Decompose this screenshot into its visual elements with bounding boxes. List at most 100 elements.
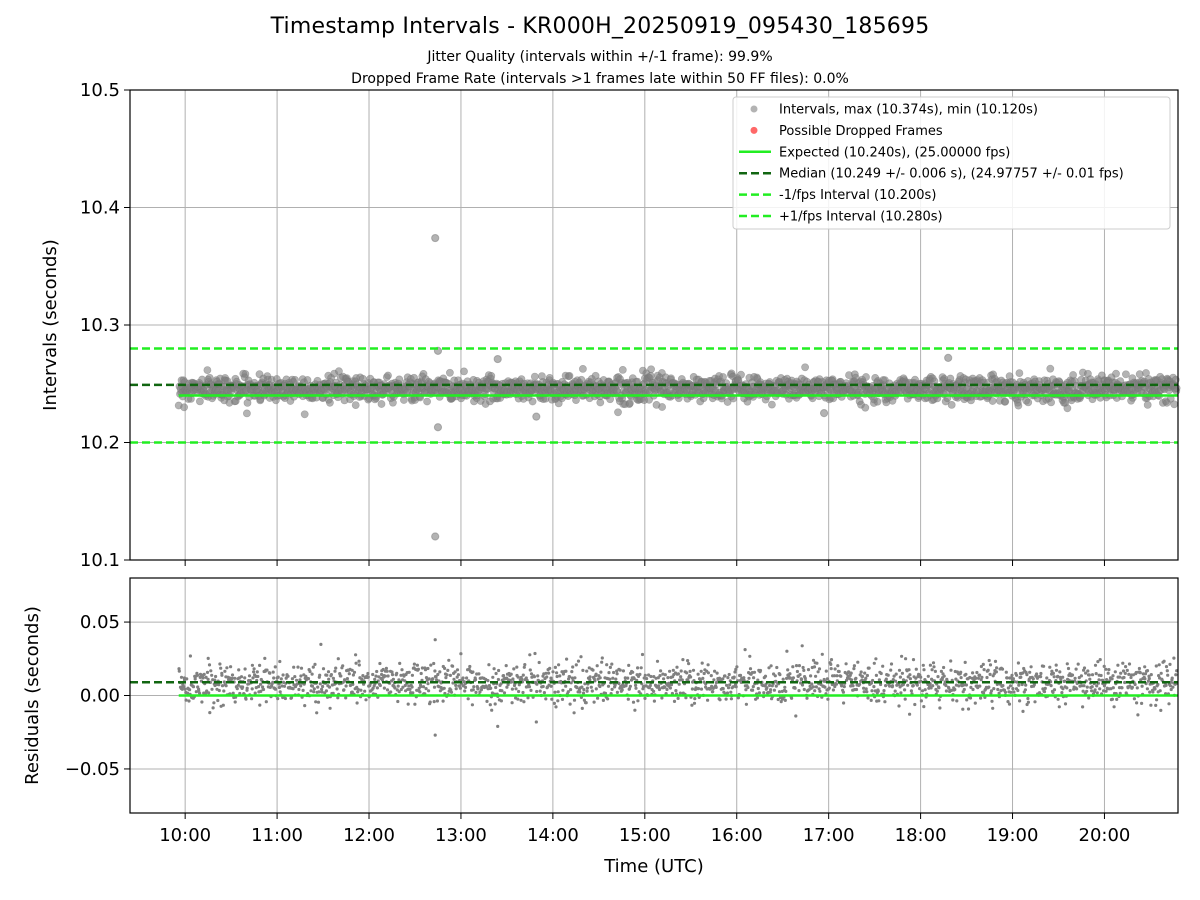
data-point <box>512 667 516 671</box>
data-point <box>536 674 540 678</box>
data-point <box>1145 669 1150 673</box>
data-point <box>942 665 946 670</box>
data-point <box>272 676 276 680</box>
data-point <box>476 686 480 690</box>
data-point <box>184 698 188 702</box>
data-point <box>550 697 554 701</box>
data-point-outlier <box>493 354 502 364</box>
data-point <box>211 706 215 710</box>
data-point <box>858 682 862 686</box>
data-point <box>336 657 340 661</box>
data-point <box>325 673 329 677</box>
data-point <box>426 666 430 671</box>
data-point <box>1082 666 1087 670</box>
data-point <box>444 676 448 680</box>
data-point <box>636 666 640 670</box>
data-point <box>1003 690 1008 694</box>
data-point <box>687 662 691 666</box>
data-point <box>1018 699 1022 703</box>
data-point <box>383 674 387 678</box>
data-point <box>1140 701 1144 706</box>
data-point <box>676 696 680 701</box>
data-point <box>668 686 673 690</box>
data-point <box>1039 675 1043 679</box>
data-point <box>1097 678 1101 682</box>
data-point <box>1106 671 1110 675</box>
data-point <box>528 653 532 657</box>
data-point <box>634 686 638 690</box>
data-point <box>987 685 991 689</box>
data-point <box>357 663 361 667</box>
data-point <box>207 691 211 695</box>
data-point <box>872 661 876 665</box>
data-point <box>1155 698 1159 702</box>
data-point <box>491 675 495 679</box>
legend-marker <box>750 126 758 134</box>
data-point <box>961 683 966 687</box>
data-point <box>1016 661 1021 665</box>
data-point <box>255 670 259 674</box>
data-point <box>582 688 586 692</box>
data-point <box>976 676 981 680</box>
data-point <box>554 705 558 709</box>
data-point <box>342 688 346 692</box>
data-point <box>783 685 787 689</box>
data-point <box>179 675 184 679</box>
data-point <box>911 684 915 688</box>
data-point <box>1149 673 1153 677</box>
data-point <box>1025 673 1029 677</box>
data-point <box>1033 700 1037 704</box>
data-point <box>315 711 319 715</box>
data-point <box>689 675 693 679</box>
data-point <box>908 677 913 681</box>
data-point <box>1105 678 1109 682</box>
data-point <box>889 662 894 666</box>
data-point <box>214 674 218 679</box>
data-point <box>712 678 716 682</box>
data-point <box>672 699 677 704</box>
data-point <box>1008 684 1013 688</box>
data-point <box>608 677 612 681</box>
data-point <box>1157 663 1161 667</box>
data-point <box>751 685 755 689</box>
data-point <box>990 699 994 703</box>
data-point <box>327 685 332 689</box>
data-point <box>899 691 903 695</box>
top-ytick-label: 10.2 <box>80 433 120 454</box>
data-point <box>276 675 280 679</box>
data-point <box>621 669 626 673</box>
data-point <box>800 644 804 648</box>
data-point <box>291 687 295 691</box>
data-point <box>757 691 762 695</box>
data-point <box>900 671 905 675</box>
legend-entry-label: Median (10.249 +/- 0.006 s), (24.97757 +… <box>779 167 1124 182</box>
data-point <box>774 684 778 688</box>
data-point <box>897 668 902 672</box>
data-point <box>702 671 706 676</box>
data-point <box>777 690 782 694</box>
data-point <box>459 652 463 656</box>
data-point <box>333 669 337 673</box>
data-point <box>327 677 331 681</box>
data-point <box>432 661 436 666</box>
data-point <box>354 661 358 665</box>
data-point <box>1085 689 1089 693</box>
data-point <box>729 690 733 694</box>
data-point <box>883 700 887 704</box>
data-point <box>647 365 655 374</box>
data-point <box>185 677 189 681</box>
data-point <box>841 690 846 694</box>
data-point <box>824 669 828 673</box>
data-point <box>283 696 287 701</box>
data-point <box>352 670 357 674</box>
data-point <box>726 676 730 680</box>
data-point <box>778 673 782 677</box>
data-point <box>864 687 868 691</box>
data-point <box>606 697 610 701</box>
data-point <box>230 673 235 677</box>
data-point <box>743 648 747 652</box>
data-point <box>596 398 605 407</box>
data-point <box>1047 398 1055 407</box>
data-point <box>756 686 760 691</box>
data-point <box>1007 702 1012 706</box>
